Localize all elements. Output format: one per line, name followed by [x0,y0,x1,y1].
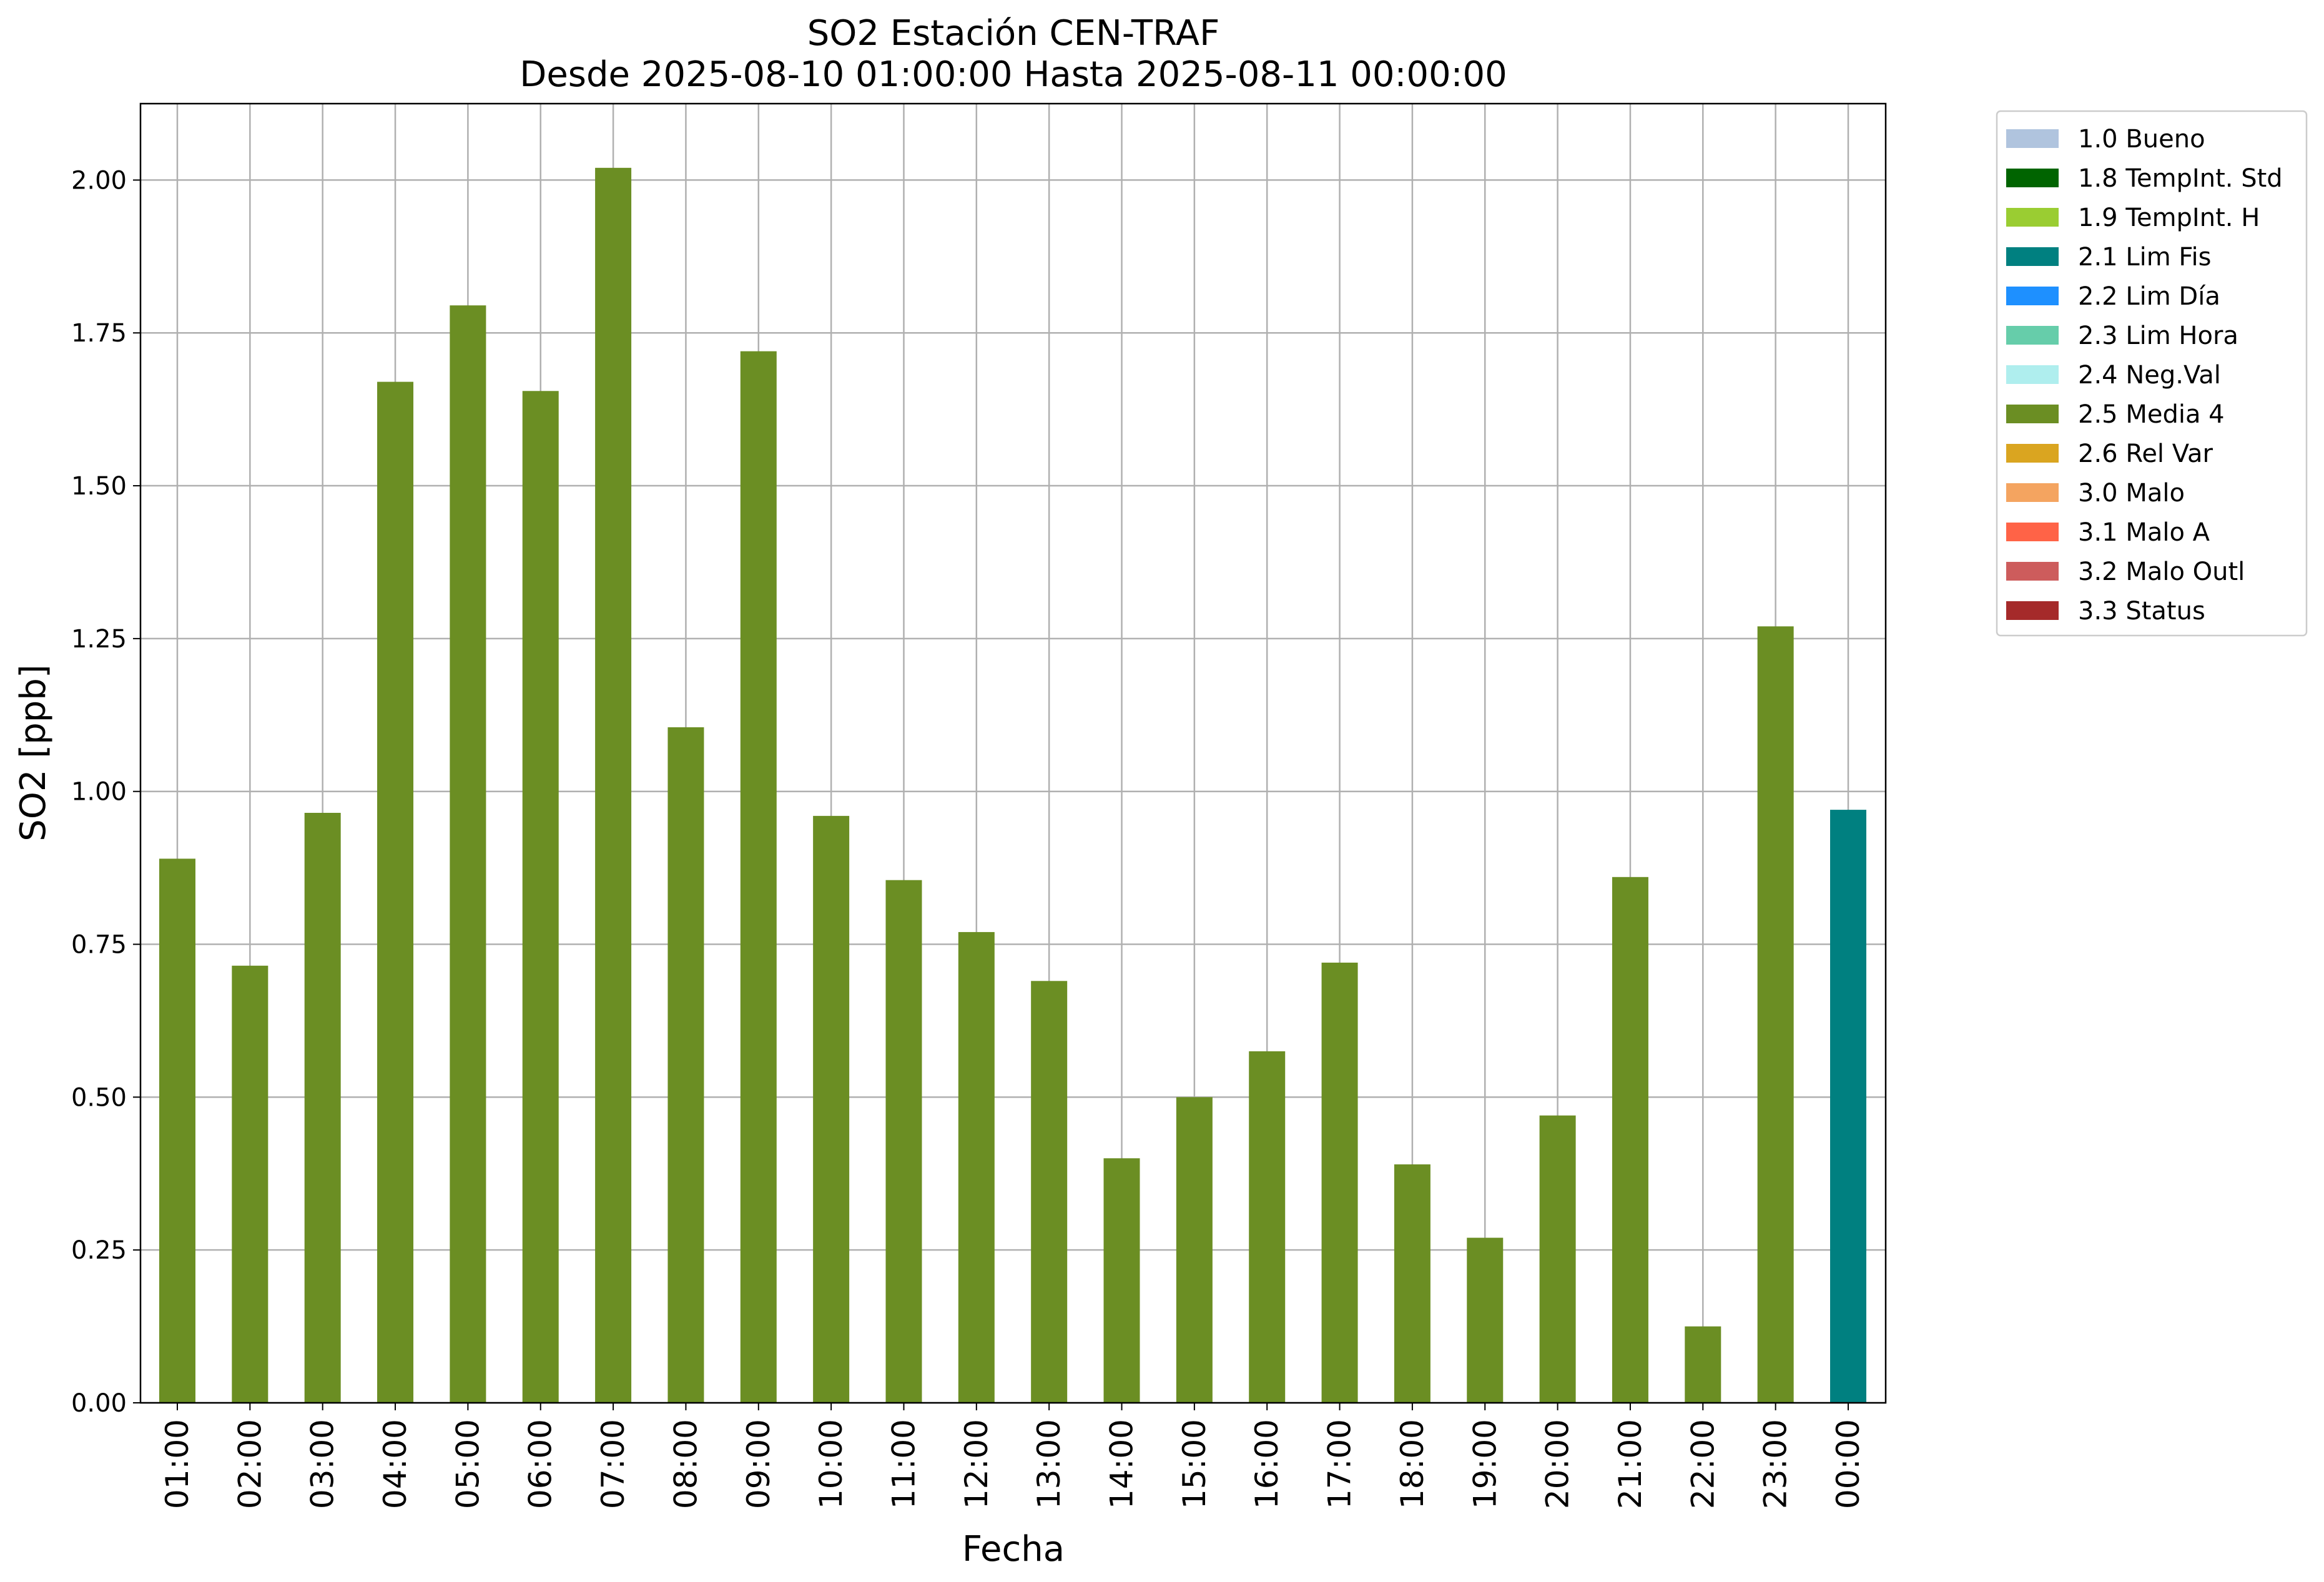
legend-swatch [2006,247,2059,266]
x-tick-label: 10:00 [813,1419,849,1509]
legend-swatch [2006,483,2059,502]
bar-1800 [1394,1164,1430,1403]
bar-0700 [595,167,632,1403]
y-axis-label: SO2 [ppb] [13,664,54,841]
x-tick-label: 06:00 [523,1419,559,1509]
bar-1300 [1031,981,1068,1403]
x-tick-label: 04:00 [377,1419,413,1509]
y-tick-label: 2.00 [71,166,127,195]
y-tick-label: 1.00 [71,778,127,807]
legend-label: 3.1 Malo A [2078,518,2210,547]
bar-1200 [958,931,995,1403]
legend-swatch [2006,405,2059,423]
legend-label: 2.1 Lim Fis [2078,243,2211,272]
bar-0600 [522,391,559,1403]
x-tick-label: 13:00 [1031,1419,1067,1509]
legend: 1.0 Bueno 1.8 TempInt. Std 1.9 TempInt. H 2… [1996,110,2308,637]
legend-swatch [2006,169,2059,187]
x-tick-label: 03:00 [305,1419,341,1509]
legend-swatch [2006,287,2059,305]
bar-1600 [1249,1051,1286,1403]
x-tick-label: 17:00 [1322,1419,1358,1509]
legend-label: 2.5 Media 4 [2078,400,2225,429]
x-tick-label: 11:00 [885,1419,922,1509]
legend-swatch [2006,523,2059,541]
legend-swatch [2006,129,2059,148]
bar-1700 [1321,962,1358,1403]
x-tick-label: 12:00 [958,1419,995,1509]
legend-swatch [2006,326,2059,345]
legend-swatch [2006,208,2059,227]
bar-2300 [1757,626,1794,1403]
legend-label: 1.9 TempInt. H [2078,204,2260,232]
bar-0900 [740,351,777,1403]
bar-2000 [1539,1115,1576,1403]
bar-0800 [667,727,704,1403]
x-tick-label: 21:00 [1612,1419,1648,1509]
plot-frame [139,102,1887,1404]
x-tick-label: 14:00 [1104,1419,1140,1509]
legend-swatch [2006,601,2059,620]
legend-label: 2.6 Rel Var [2078,440,2213,468]
legend-label: 3.3 Status [2078,597,2205,626]
bar-0500 [450,305,486,1403]
y-tick-label: 1.25 [71,625,127,654]
chart-subtitle: Desde 2025-08-10 01:00:00 Hasta 2025-08-… [519,54,1507,95]
x-tick-label: 18:00 [1394,1419,1430,1509]
x-tick-label: 16:00 [1249,1419,1285,1509]
y-tick-label: 0.00 [71,1389,127,1418]
legend-label: 3.2 Malo Outl [2078,558,2245,586]
bar-0100 [159,858,195,1403]
x-tick-label: 02:00 [232,1419,268,1509]
bars [159,167,1866,1403]
bar-0000 [1830,810,1866,1403]
y-tick-label: 0.25 [71,1236,127,1265]
bar-1000 [813,815,850,1403]
x-tick-label: 07:00 [595,1419,631,1509]
legend-label: 1.8 TempInt. Std [2078,164,2283,193]
legend-swatch [2006,562,2059,581]
x-tick-label: 20:00 [1540,1419,1576,1509]
y-tick-label: 1.50 [71,472,127,501]
x-axis-label: Fecha [962,1529,1065,1570]
x-tick-label: 23:00 [1758,1419,1794,1509]
bar-1900 [1467,1237,1504,1403]
bar-2100 [1612,877,1648,1403]
bar-1500 [1176,1097,1213,1403]
x-tick-label: 05:00 [450,1419,486,1509]
legend-swatch [2006,365,2059,384]
legend-label: 2.3 Lim Hora [2078,322,2238,350]
x-tick-label: 19:00 [1467,1419,1503,1509]
bar-2200 [1685,1326,1721,1403]
legend-label: 1.0 Bueno [2078,125,2205,154]
legend-box [1996,110,2308,637]
x-tick-label: 08:00 [667,1419,704,1509]
legend-label: 2.4 Neg.Val [2078,361,2221,390]
x-axis-ticks: 01:00 02:00 03:00 04:00 05:00 06:00 07:00 08:00… [159,1403,1866,1509]
y-axis-ticks: 0.00 0.25 0.50 0.75 1.00 1.25 1.50 1.75 2.00 [71,166,140,1418]
bar-0400 [377,381,414,1403]
y-tick-label: 0.75 [71,931,127,960]
y-tick-label: 1.75 [71,319,127,348]
bar-1400 [1103,1158,1140,1403]
x-tick-label: 01:00 [159,1419,195,1509]
x-tick-label: 00:00 [1830,1419,1866,1509]
bar-1100 [885,880,922,1403]
x-tick-label: 09:00 [741,1419,777,1509]
x-tick-label: 15:00 [1176,1419,1213,1509]
bar-0200 [232,965,268,1403]
chart-title: SO2 Estación CEN-TRAF [807,13,1220,54]
legend-label: 3.0 Malo [2078,479,2185,508]
legend-label: 2.2 Lim Día [2078,282,2220,311]
legend-swatch [2006,444,2059,463]
x-tick-label: 22:00 [1685,1419,1721,1509]
y-tick-label: 0.50 [71,1083,127,1112]
bar-0300 [304,812,341,1403]
